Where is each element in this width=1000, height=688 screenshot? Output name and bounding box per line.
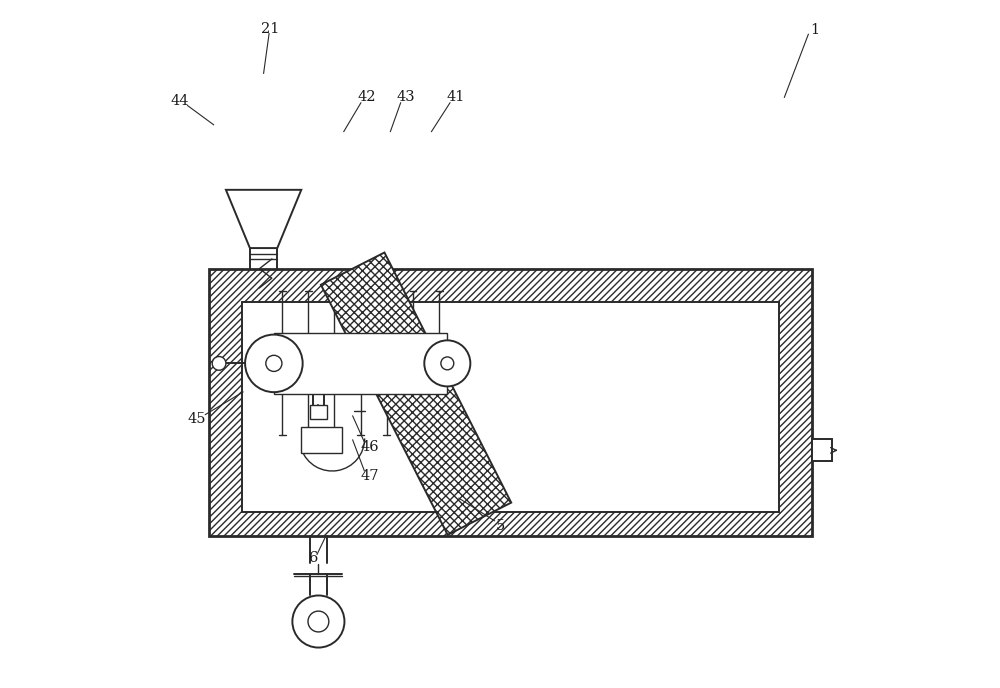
Polygon shape — [226, 190, 301, 248]
Text: 45: 45 — [188, 412, 206, 427]
Circle shape — [212, 356, 226, 370]
Bar — [310, 405, 327, 419]
Text: 41: 41 — [446, 90, 465, 105]
Bar — [209, 268, 812, 536]
Circle shape — [292, 596, 344, 647]
Text: 43: 43 — [397, 90, 415, 105]
Circle shape — [266, 355, 282, 372]
Text: 47: 47 — [361, 469, 379, 482]
Bar — [301, 427, 342, 453]
Text: 5: 5 — [495, 519, 505, 533]
Bar — [812, 440, 832, 462]
Bar — [274, 332, 447, 394]
Text: 21: 21 — [261, 22, 280, 36]
Circle shape — [424, 341, 470, 387]
Bar — [242, 301, 779, 512]
Circle shape — [441, 357, 454, 370]
Text: 6: 6 — [309, 551, 318, 565]
Text: 42: 42 — [357, 90, 376, 105]
Circle shape — [245, 334, 303, 392]
Text: 1: 1 — [811, 23, 820, 37]
Polygon shape — [321, 252, 511, 535]
Text: 44: 44 — [170, 94, 189, 108]
Text: 46: 46 — [360, 440, 379, 454]
Circle shape — [308, 611, 329, 632]
